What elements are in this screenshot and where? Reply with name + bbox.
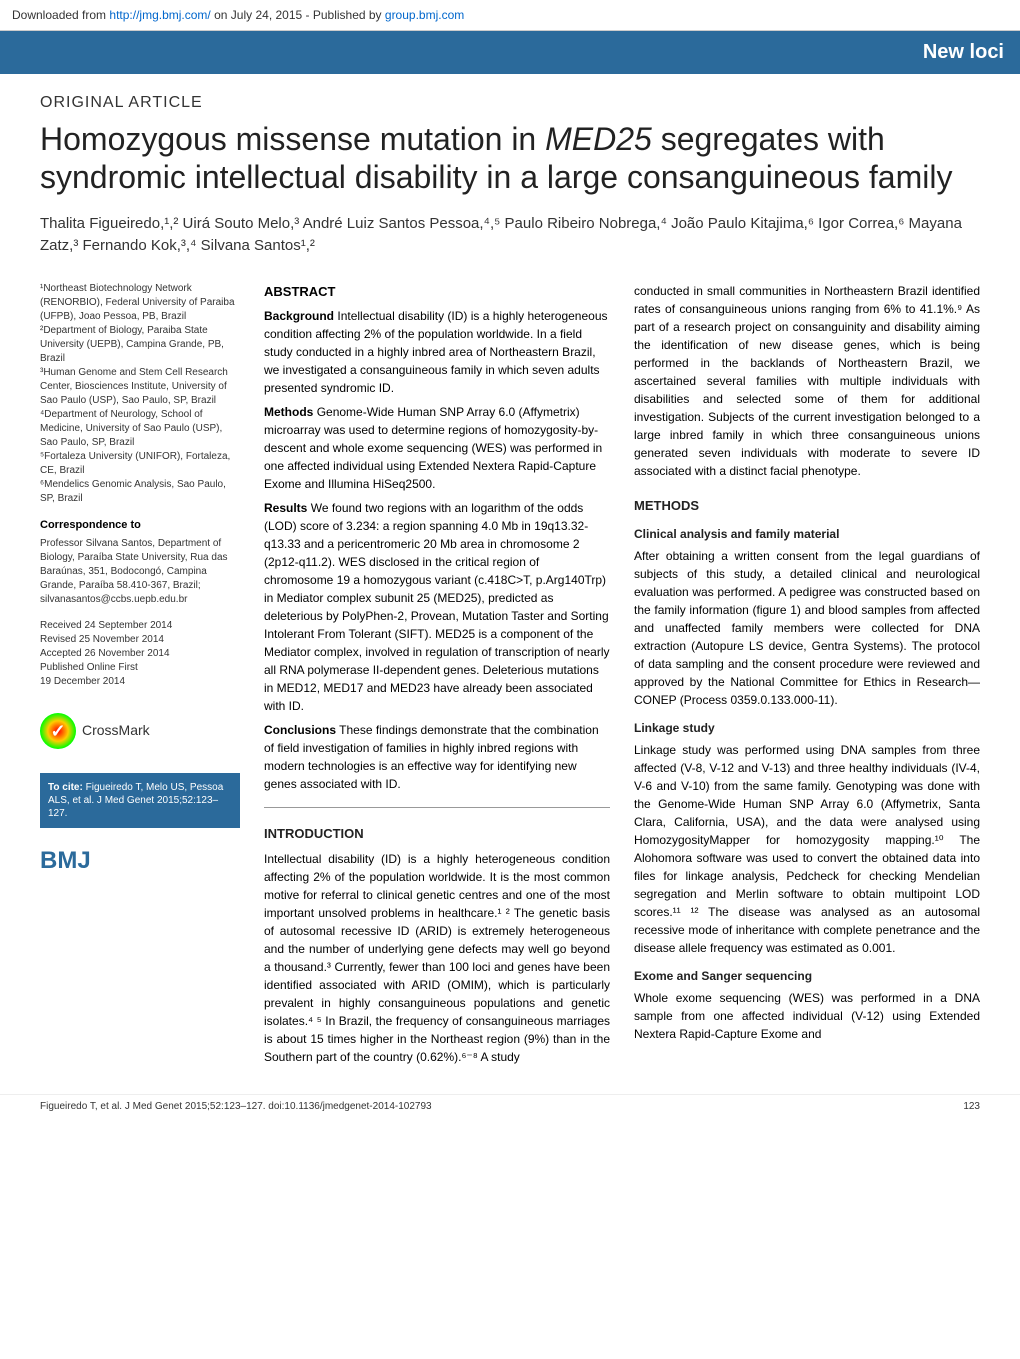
crossmark-icon: ✓ [40, 713, 76, 749]
right-column: conducted in small communities in Northe… [634, 282, 980, 1074]
authors-list: Thalita Figueiredo,¹,² Uirá Souto Melo,³… [40, 213, 980, 258]
methods-para-2: Linkage study was performed using DNA sa… [634, 741, 980, 957]
article-title: Homozygous missense mutation in MED25 se… [40, 120, 980, 197]
cite-label: To cite: [48, 782, 83, 793]
introduction-para-1: Intellectual disability (ID) is a highly… [264, 850, 610, 1066]
methods-sub2: Linkage study [634, 719, 980, 737]
introduction-heading: INTRODUCTION [264, 824, 610, 844]
divider [264, 807, 610, 808]
correspondence-text: Professor Silvana Santos, Department of … [40, 537, 240, 607]
middle-column: ABSTRACT Background Intellectual disabil… [264, 282, 610, 1074]
methods-heading: METHODS [634, 496, 980, 516]
page-footer: Figueiredo T, et al. J Med Genet 2015;52… [0, 1094, 1020, 1118]
abstract-methods: Methods Genome-Wide Human SNP Array 6.0 … [264, 403, 610, 493]
bmj-logo: BMJ [40, 844, 240, 878]
download-banner: Downloaded from http://jmg.bmj.com/ on J… [0, 0, 1020, 31]
column-layout: ¹Northeast Biotechnology Network (RENORB… [40, 282, 980, 1074]
abstract-conclusions: Conclusions These findings demonstrate t… [264, 721, 610, 793]
abstract-results: Results We found two regions with an log… [264, 499, 610, 715]
banner-link-1[interactable]: http://jmg.bmj.com/ [109, 8, 210, 22]
crossmark-label: CrossMark [82, 721, 150, 741]
abstract-methods-text: Genome-Wide Human SNP Array 6.0 (Affymet… [264, 405, 602, 491]
left-sidebar: ¹Northeast Biotechnology Network (RENORB… [40, 282, 240, 1074]
introduction-para-2: conducted in small communities in Northe… [634, 282, 980, 480]
banner-link-2[interactable]: group.bmj.com [385, 8, 464, 22]
title-part-1: Homozygous missense mutation in [40, 121, 545, 157]
abstract-results-text: We found two regions with an logarithm o… [264, 501, 610, 713]
footer-page-number: 123 [963, 1101, 980, 1112]
methods-para-1: After obtaining a written consent from t… [634, 547, 980, 709]
article-type: ORIGINAL ARTICLE [40, 94, 980, 112]
title-italic: MED25 [545, 121, 652, 157]
correspondence-heading: Correspondence to [40, 518, 240, 533]
article-dates: Received 24 September 2014 Revised 25 No… [40, 619, 240, 689]
section-header: New loci [0, 31, 1020, 74]
banner-prefix: Downloaded from [12, 8, 109, 22]
footer-citation: Figueiredo T, et al. J Med Genet 2015;52… [40, 1101, 432, 1112]
bmj-text: BMJ [40, 847, 91, 874]
methods-sub3: Exome and Sanger sequencing [634, 967, 980, 985]
abstract-heading: ABSTRACT [264, 282, 610, 302]
citation-box: To cite: Figueiredo T, Melo US, Pessoa A… [40, 773, 240, 828]
article-content: ORIGINAL ARTICLE Homozygous missense mut… [0, 74, 1020, 1094]
abstract-background: Background Intellectual disability (ID) … [264, 307, 610, 397]
crossmark-widget[interactable]: ✓ CrossMark [40, 713, 240, 749]
methods-sub1: Clinical analysis and family material [634, 525, 980, 543]
affiliations: ¹Northeast Biotechnology Network (RENORB… [40, 282, 240, 506]
banner-mid: on July 24, 2015 - Published by [214, 8, 385, 22]
methods-para-3: Whole exome sequencing (WES) was perform… [634, 989, 980, 1043]
